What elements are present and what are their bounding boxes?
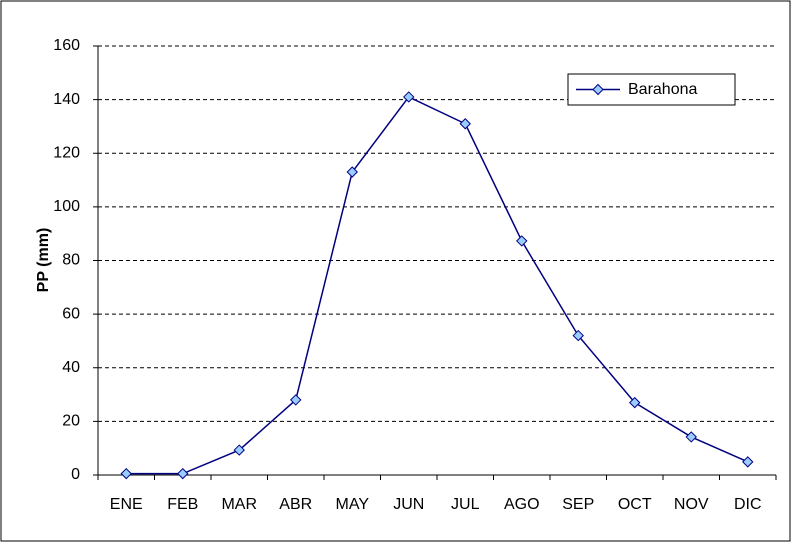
x-tick-label: FEB	[167, 496, 198, 513]
point	[290, 394, 302, 406]
y-tick-label: 80	[62, 252, 80, 269]
x-tick-label: ABR	[279, 496, 312, 513]
y-tick-label: 60	[62, 305, 80, 322]
point	[572, 329, 584, 342]
point	[120, 467, 132, 480]
point	[742, 456, 754, 468]
y-tick-label: 20	[62, 413, 80, 430]
y-tick-label: 160	[53, 37, 80, 54]
y-tick-label: 0	[71, 466, 80, 483]
x-tick-label: JUN	[393, 496, 424, 513]
point	[177, 467, 189, 480]
x-tick-label: NOV	[674, 496, 709, 513]
x-tick-label: MAR	[221, 496, 257, 513]
x-tick-label: JUL	[451, 496, 480, 513]
x-tick-label: DIC	[734, 496, 762, 513]
y-tick-label: 120	[53, 144, 80, 161]
y-tick-label: 140	[53, 91, 80, 108]
legend-label: Barahona	[628, 81, 697, 98]
x-tick-label: MAY	[336, 496, 370, 513]
point	[685, 431, 697, 443]
x-tick-label: AGO	[504, 496, 540, 513]
point	[346, 166, 358, 178]
y-tick-label: 100	[53, 198, 80, 215]
y-tick-label: 40	[62, 359, 80, 376]
x-tick-label: ENE	[110, 496, 143, 513]
point	[516, 235, 528, 247]
point	[459, 118, 471, 130]
y-axis-label: PP (mm)	[35, 228, 52, 293]
legend-marker	[592, 83, 604, 96]
x-tick-label: OCT	[618, 496, 652, 513]
x-tick-label: SEP	[562, 496, 594, 513]
point	[403, 91, 415, 103]
point	[629, 396, 641, 409]
series-line	[126, 96, 749, 475]
point	[233, 444, 245, 456]
